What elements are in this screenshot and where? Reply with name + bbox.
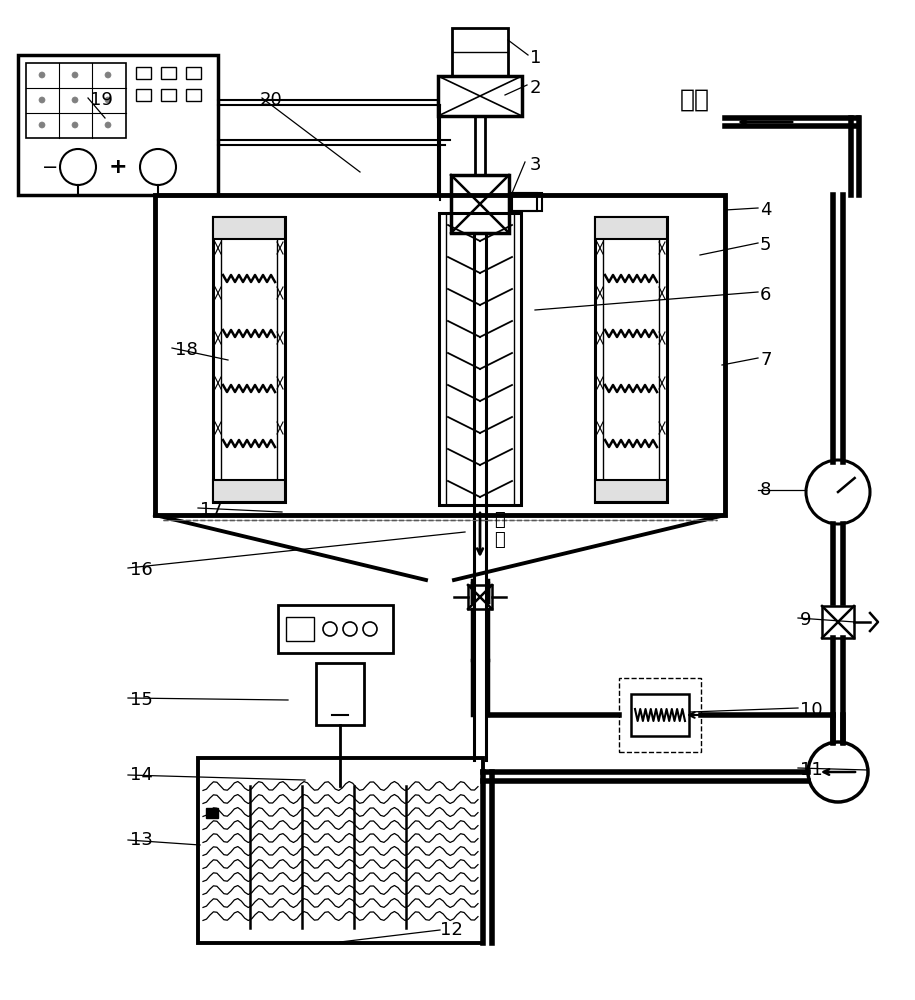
Bar [136, 89, 151, 101]
Bar [161, 89, 176, 101]
Circle shape [105, 97, 111, 103]
Bar [278, 605, 393, 653]
Text: 15: 15 [130, 691, 153, 709]
Bar [439, 213, 521, 505]
Text: 12: 12 [440, 921, 463, 939]
Text: 16: 16 [130, 561, 153, 579]
Text: 进液: 进液 [680, 88, 710, 112]
Text: 液: 液 [494, 531, 505, 549]
Bar [155, 195, 725, 515]
Text: −: − [42, 157, 59, 176]
Text: 7: 7 [760, 351, 771, 369]
Circle shape [39, 97, 45, 103]
Text: 14: 14 [130, 766, 153, 784]
Text: 4: 4 [760, 201, 771, 219]
Bar [136, 67, 151, 79]
Bar [595, 217, 667, 502]
Bar [822, 606, 854, 638]
Circle shape [39, 122, 45, 128]
Text: 11: 11 [800, 761, 823, 779]
Bar [206, 808, 218, 818]
Circle shape [72, 72, 78, 78]
Bar [186, 67, 201, 79]
Circle shape [105, 72, 111, 78]
Bar [452, 28, 508, 76]
Text: 8: 8 [760, 481, 771, 499]
Bar [603, 225, 659, 494]
Text: 13: 13 [130, 831, 153, 849]
Bar [221, 225, 277, 494]
Bar [198, 758, 483, 943]
Circle shape [39, 72, 45, 78]
Bar [213, 217, 285, 502]
Text: 10: 10 [800, 701, 823, 719]
Bar [213, 217, 285, 239]
Bar [26, 63, 126, 138]
Text: 出: 出 [494, 511, 505, 529]
Text: 3: 3 [530, 156, 542, 174]
Bar [186, 89, 201, 101]
Text: 1: 1 [530, 49, 542, 67]
Bar [446, 213, 514, 505]
Bar [512, 193, 542, 211]
Bar [509, 193, 537, 211]
Bar [161, 67, 176, 79]
Text: 5: 5 [760, 236, 771, 254]
Text: 18: 18 [175, 341, 198, 359]
Bar [451, 175, 509, 233]
Bar [213, 480, 285, 502]
Text: +: + [109, 157, 127, 177]
Text: 19: 19 [90, 91, 113, 109]
Circle shape [105, 122, 111, 128]
Bar [631, 694, 689, 736]
Text: 2: 2 [530, 79, 542, 97]
Text: 17: 17 [200, 501, 223, 519]
Bar [316, 663, 364, 725]
Bar [468, 585, 492, 609]
Bar [286, 617, 314, 641]
Text: 9: 9 [800, 611, 812, 629]
Circle shape [72, 97, 78, 103]
Text: 6: 6 [760, 286, 771, 304]
Circle shape [72, 122, 78, 128]
Bar [438, 76, 522, 116]
Bar [18, 55, 218, 195]
Bar [595, 480, 667, 502]
Bar [619, 678, 701, 752]
Bar [595, 217, 667, 239]
Text: 20: 20 [260, 91, 283, 109]
